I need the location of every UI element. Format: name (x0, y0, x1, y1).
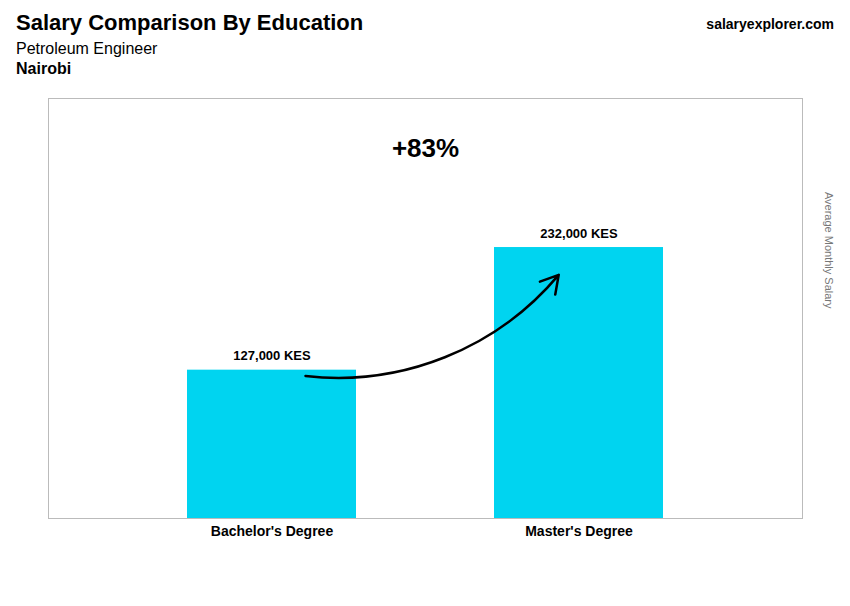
html-text:Salary Comparison By Education: Salary Comparison By Education (16, 10, 364, 35)
svg-text:Bachelor's Degree: Bachelor's Degree (211, 523, 334, 539)
svg-text:127,000 KES: 127,000 KES (233, 348, 311, 363)
svg-text:232,000 KES: 232,000 KES (540, 226, 618, 241)
html-text:Petroleum Engineer: Petroleum Engineer (16, 40, 158, 57)
html-text:salaryexplorer.com: salaryexplorer.com (706, 16, 834, 32)
svg-text:Average Monthly Salary: Average Monthly Salary (823, 192, 835, 309)
svg-text:Master's Degree: Master's Degree (525, 523, 633, 539)
svg-text:+83%: +83% (392, 133, 459, 163)
html-text:Nairobi: Nairobi (16, 60, 72, 77)
